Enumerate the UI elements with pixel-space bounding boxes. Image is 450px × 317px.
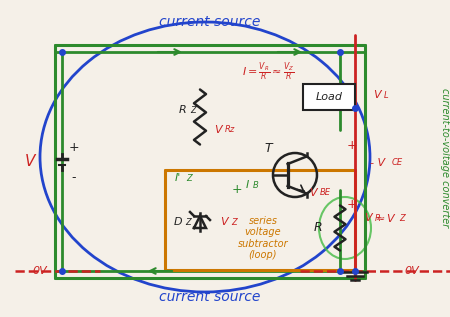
- Text: +: +: [346, 139, 357, 152]
- Text: Z: Z: [231, 218, 237, 227]
- Text: Z: Z: [399, 214, 405, 223]
- Text: 0V: 0V: [32, 266, 47, 276]
- Text: Z: Z: [185, 218, 191, 227]
- Text: Z: Z: [190, 106, 196, 115]
- Text: $\approx$V: $\approx$V: [373, 212, 397, 224]
- Text: I: I: [245, 180, 248, 190]
- Text: - V: - V: [370, 158, 386, 168]
- Text: B: B: [253, 181, 259, 190]
- Text: 0V: 0V: [405, 266, 419, 276]
- Text: V: V: [25, 154, 35, 170]
- Text: CE: CE: [392, 158, 403, 167]
- Text: I': I': [175, 173, 181, 183]
- Text: T: T: [264, 141, 272, 154]
- Text: Load: Load: [315, 92, 342, 102]
- Text: V: V: [364, 213, 372, 223]
- Text: L: L: [384, 91, 389, 100]
- Text: V: V: [373, 90, 381, 100]
- Text: current source: current source: [159, 290, 261, 304]
- Text: V: V: [214, 125, 222, 135]
- Text: current source: current source: [159, 15, 261, 29]
- Text: BE: BE: [320, 188, 331, 197]
- Text: Rz: Rz: [225, 125, 235, 134]
- Text: series
voltage
subtractor
(loop): series voltage subtractor (loop): [238, 216, 288, 260]
- Text: +: +: [346, 198, 357, 211]
- Text: V: V: [220, 217, 228, 227]
- Text: +: +: [69, 140, 79, 153]
- FancyBboxPatch shape: [303, 84, 355, 110]
- Text: D: D: [174, 217, 182, 227]
- Text: +: +: [232, 184, 242, 197]
- Text: R: R: [179, 105, 187, 115]
- Text: R: R: [375, 214, 381, 223]
- Text: V: V: [309, 188, 317, 198]
- Text: R: R: [314, 222, 322, 235]
- Text: -: -: [72, 171, 76, 184]
- Text: current-to-voltage converter: current-to-voltage converter: [440, 88, 450, 228]
- Text: Z: Z: [186, 174, 192, 183]
- Text: $I=\frac{V_R}{R}\approx\frac{V_Z}{R}$: $I=\frac{V_R}{R}\approx\frac{V_Z}{R}$: [242, 61, 294, 83]
